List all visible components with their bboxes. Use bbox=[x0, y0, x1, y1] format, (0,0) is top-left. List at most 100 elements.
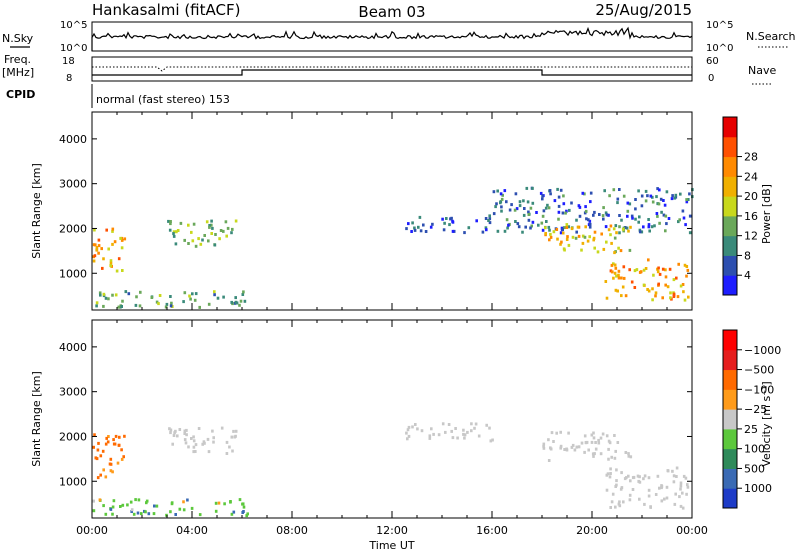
echo-cell bbox=[656, 187, 659, 191]
echo-cell bbox=[665, 496, 669, 500]
echo-cell bbox=[628, 493, 632, 497]
echo-cell bbox=[642, 283, 646, 287]
echo-cell bbox=[545, 220, 548, 223]
echo-cell bbox=[613, 263, 617, 267]
echo-cell bbox=[208, 225, 211, 229]
echo-cell bbox=[191, 239, 195, 243]
echo-cell bbox=[660, 499, 664, 503]
echo-cell bbox=[98, 291, 102, 295]
echo-cell bbox=[92, 499, 95, 503]
echo-cell bbox=[654, 294, 657, 298]
echo-cell bbox=[672, 278, 676, 282]
echo-cell bbox=[619, 249, 623, 253]
echo-cell bbox=[549, 192, 552, 196]
echo-cell bbox=[104, 512, 108, 516]
echo-cell bbox=[681, 283, 685, 286]
echo-cell bbox=[613, 434, 616, 437]
echo-cell bbox=[175, 230, 178, 234]
echo-cell bbox=[565, 238, 569, 241]
echo-cell bbox=[234, 296, 237, 300]
echo-cell bbox=[589, 191, 593, 195]
echo-cell bbox=[117, 257, 121, 261]
colorbar-swatch bbox=[723, 389, 737, 410]
echo-cell bbox=[441, 217, 444, 221]
echo-cell bbox=[105, 228, 108, 232]
echo-cell bbox=[620, 276, 623, 280]
echo-cell bbox=[95, 304, 98, 308]
echo-cell bbox=[642, 225, 645, 229]
echo-cell bbox=[226, 226, 230, 230]
echo-cell bbox=[481, 230, 485, 234]
echo-cell bbox=[604, 280, 608, 283]
echo-cell bbox=[203, 234, 206, 237]
echo-cell bbox=[688, 231, 692, 235]
echo-cell bbox=[97, 251, 100, 255]
echo-cell bbox=[97, 441, 100, 445]
echo-cell bbox=[168, 427, 171, 431]
echo-cell bbox=[590, 433, 594, 437]
echo-cell bbox=[621, 227, 625, 231]
colorbar-tick-label: 500 bbox=[744, 462, 765, 475]
echo-cell bbox=[610, 263, 614, 267]
echo-cell bbox=[488, 214, 491, 218]
echo-cell bbox=[588, 222, 592, 226]
echo-cell bbox=[677, 262, 680, 266]
echo-cell bbox=[559, 231, 563, 235]
echo-cell bbox=[647, 494, 651, 498]
echo-cell bbox=[647, 225, 651, 229]
echo-cell bbox=[212, 436, 215, 440]
echo-cell bbox=[522, 199, 525, 203]
echo-cell bbox=[634, 198, 637, 201]
echo-cell bbox=[489, 439, 493, 443]
echo-cell bbox=[600, 232, 603, 236]
echo-cell bbox=[111, 470, 114, 474]
echo-cell bbox=[686, 483, 689, 487]
echo-cell bbox=[130, 510, 133, 513]
echo-cell bbox=[225, 234, 228, 238]
echo-cell bbox=[223, 502, 226, 506]
echo-cell bbox=[619, 487, 623, 491]
echo-cell bbox=[544, 232, 547, 235]
echo-cell bbox=[494, 205, 497, 209]
echo-cell bbox=[652, 273, 655, 277]
y-tick-label: 3000 bbox=[59, 178, 87, 191]
echo-cell bbox=[609, 224, 613, 228]
echo-cell bbox=[526, 200, 530, 204]
echo-cell bbox=[138, 304, 142, 308]
echo-cell bbox=[664, 268, 667, 272]
echo-cell bbox=[114, 434, 118, 438]
echo-cell bbox=[173, 431, 176, 435]
echo-cell bbox=[101, 449, 105, 453]
echo-cell bbox=[624, 294, 628, 298]
echo-cell bbox=[470, 429, 473, 433]
echo-cell bbox=[575, 218, 578, 222]
echo-cell bbox=[620, 486, 624, 490]
echo-cell bbox=[524, 225, 527, 229]
echo-cell bbox=[601, 432, 605, 436]
echo-cell bbox=[626, 209, 630, 213]
echo-cell bbox=[100, 247, 103, 251]
echo-cell bbox=[219, 229, 223, 232]
echo-cell bbox=[574, 236, 578, 240]
echo-cell bbox=[583, 434, 587, 438]
echo-cell bbox=[629, 479, 632, 483]
echo-cell bbox=[546, 203, 549, 207]
echo-cell bbox=[685, 198, 688, 202]
echo-cell bbox=[207, 450, 211, 454]
echo-cell bbox=[484, 217, 488, 220]
echo-cell bbox=[188, 294, 191, 298]
echo-cell bbox=[643, 474, 647, 478]
echo-cell bbox=[113, 442, 117, 446]
nsearch-label: N.Search bbox=[746, 30, 796, 43]
echo-cell bbox=[565, 226, 569, 229]
echo-cell bbox=[617, 273, 620, 277]
echo-cell bbox=[109, 469, 113, 473]
echo-cell bbox=[485, 423, 488, 427]
echo-cell bbox=[410, 230, 413, 233]
echo-cell bbox=[208, 224, 211, 227]
echo-cell bbox=[547, 438, 550, 442]
echo-cell bbox=[170, 301, 173, 305]
echo-cell bbox=[147, 512, 151, 516]
echo-cell bbox=[120, 246, 124, 250]
echo-cell bbox=[625, 226, 629, 230]
